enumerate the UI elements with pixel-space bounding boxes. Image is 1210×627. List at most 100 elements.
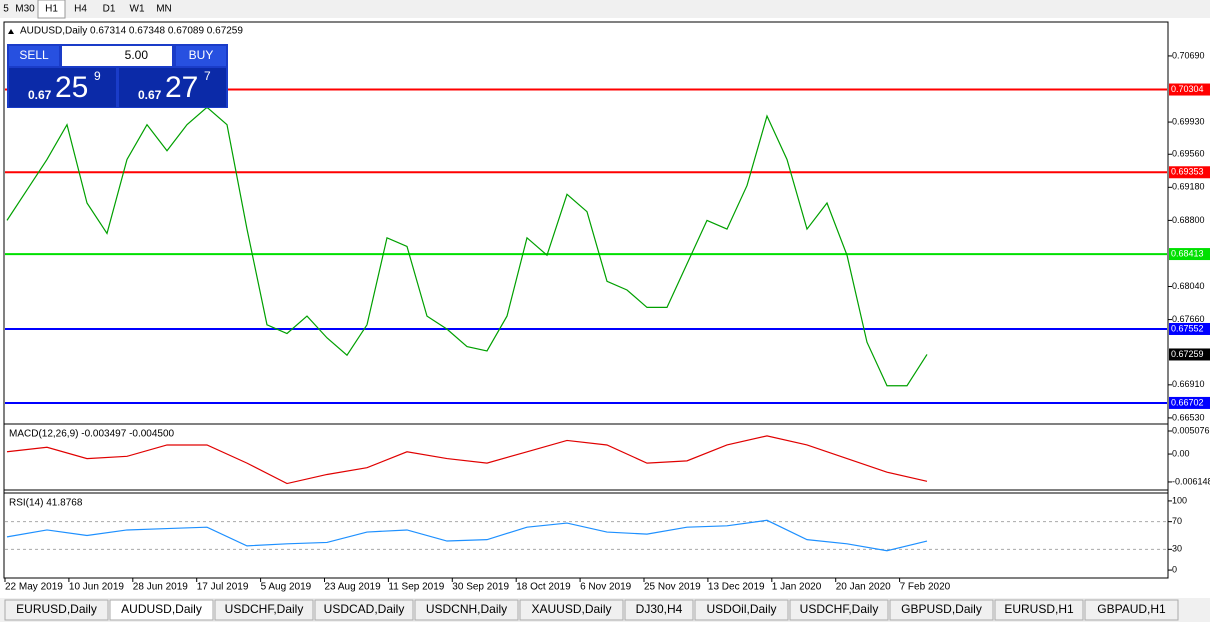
sell-box[interactable] <box>9 68 116 107</box>
sell-label: SELL <box>19 48 49 62</box>
tab[interactable] <box>214 599 314 621</box>
x-tick-label: 18 Oct 2019 <box>516 582 571 593</box>
x-tick-label: 23 Aug 2019 <box>325 582 382 593</box>
toolbar <box>0 0 1210 18</box>
tab[interactable] <box>694 599 789 621</box>
series-line <box>6 106 928 387</box>
tab-label[interactable]: DJ30,H4 <box>636 602 683 616</box>
panel-title: MACD(12,26,9) -0.003497 -0.004500 <box>9 429 175 440</box>
x-tick-label: 5 Aug 2019 <box>261 582 312 593</box>
tab[interactable] <box>519 599 624 621</box>
timeframe[interactable]: H1 <box>45 4 58 15</box>
lot-field[interactable] <box>62 46 172 66</box>
price-big: 27 <box>165 71 198 104</box>
x-tick-label: 1 Jan 2020 <box>772 582 822 593</box>
x-tick-label: 20 Jan 2020 <box>836 582 891 593</box>
tab[interactable] <box>624 599 694 621</box>
y-tick-label: 0.69180 <box>1172 182 1205 192</box>
tab-label[interactable]: USDCAD,Daily <box>324 602 405 616</box>
tab[interactable] <box>109 599 214 621</box>
buy-button[interactable] <box>176 46 226 66</box>
price-small: 9 <box>94 69 101 83</box>
tab[interactable] <box>4 599 109 621</box>
price-prefix: 0.67 <box>28 88 52 102</box>
tab[interactable] <box>414 599 519 621</box>
sell-button[interactable] <box>9 46 59 66</box>
tab-label[interactable]: USDCHF,Daily <box>225 602 304 616</box>
timeframe[interactable]: W1 <box>130 4 145 15</box>
series-line <box>6 435 928 485</box>
x-tick-label: 10 Jun 2019 <box>69 582 124 593</box>
timeframe[interactable]: MN <box>156 4 172 15</box>
y-tick-label: 0.70690 <box>1172 50 1205 60</box>
price-big: 25 <box>55 71 88 104</box>
level-label: 0.68413 <box>1171 248 1204 258</box>
level-label-bg <box>1169 396 1210 409</box>
x-tick-label: 6 Nov 2019 <box>580 582 632 593</box>
timeframe[interactable]: D1 <box>103 4 116 15</box>
price-small: 7 <box>204 69 211 83</box>
tab-label[interactable]: EURUSD,Daily <box>16 602 97 616</box>
tab[interactable] <box>889 599 994 621</box>
y-tick-label: 0.005076 <box>1172 425 1210 435</box>
tab[interactable] <box>1084 599 1179 621</box>
lot: 5.00 <box>125 48 149 62</box>
tab[interactable] <box>994 599 1084 621</box>
trade-panel: SELL 5.00 BUY 0.67 25 9 0.67 27 7 <box>7 44 228 108</box>
level-label: 0.66702 <box>1171 397 1204 407</box>
panel-title: AUDUSD,Daily 0.67314 0.67348 0.67089 0.6… <box>20 26 243 37</box>
panel-title: RSI(14) 41.8768 <box>9 498 83 509</box>
level-label: 0.69353 <box>1171 167 1204 177</box>
x-tick-label: 17 Jul 2019 <box>197 582 249 593</box>
tab-label[interactable]: AUDUSD,Daily <box>121 602 202 616</box>
level-label: 0.70304 <box>1171 84 1204 94</box>
tab-label[interactable]: GBPAUD,H1 <box>1097 602 1166 616</box>
level-label-bg <box>1169 166 1210 179</box>
buy-label: BUY <box>189 48 214 62</box>
x-tick-label: 13 Dec 2019 <box>708 582 765 593</box>
y-tick-label: 0.66910 <box>1172 379 1205 389</box>
y-tick-label: 0.00 <box>1172 448 1190 458</box>
tab-label[interactable]: XAUUSD,Daily <box>531 602 611 616</box>
y-tick-label: 0.67660 <box>1172 314 1205 324</box>
series-line <box>6 519 928 552</box>
timeframe[interactable]: H4 <box>74 4 87 15</box>
tab[interactable] <box>314 599 414 621</box>
tab-label[interactable]: USDOil,Daily <box>706 602 776 616</box>
x-tick-label: 22 May 2019 <box>5 582 63 593</box>
y-tick-label: 0.68040 <box>1172 281 1205 291</box>
timeframe[interactable]: 5 <box>3 4 9 15</box>
y-tick-label: 0.68800 <box>1172 215 1205 225</box>
level-label: 0.67552 <box>1171 323 1204 333</box>
level-label-bg <box>1169 248 1210 261</box>
current-price: 0.67259 <box>1171 349 1204 359</box>
chart-frame <box>3 21 1169 579</box>
x-tick-label: 7 Feb 2020 <box>900 582 951 593</box>
level-label-bg <box>1169 83 1210 96</box>
x-tick-label: 25 Nov 2019 <box>644 582 701 593</box>
buy-box[interactable] <box>119 68 226 107</box>
y-tick-label: 0 <box>1172 564 1177 574</box>
symbol-arrow <box>8 29 14 34</box>
tab-label[interactable]: USDCNH,Daily <box>426 602 507 616</box>
tab-label[interactable]: EURUSD,H1 <box>1004 602 1074 616</box>
y-tick-label: 0.69560 <box>1172 149 1205 159</box>
price-prefix: 0.67 <box>138 88 162 102</box>
x-tick-label: 28 Jun 2019 <box>133 582 188 593</box>
active-timeframe <box>37 0 66 19</box>
tab-label[interactable]: USDCHF,Daily <box>800 602 879 616</box>
timeframe[interactable]: M30 <box>15 4 35 15</box>
y-tick-label: 0.66530 <box>1172 412 1205 422</box>
x-tick-label: 11 Sep 2019 <box>388 582 444 593</box>
level-label-bg <box>1169 322 1210 335</box>
y-tick-label: 30 <box>1172 544 1182 554</box>
y-tick-label: 0.69930 <box>1172 116 1205 126</box>
y-tick-label: 70 <box>1172 516 1182 526</box>
x-tick-label: 30 Sep 2019 <box>452 582 509 593</box>
tab[interactable] <box>789 599 889 621</box>
y-tick-label: 100 <box>1172 495 1187 505</box>
current-price-bg <box>1169 348 1210 361</box>
tab-label[interactable]: GBPUSD,Daily <box>901 602 982 616</box>
